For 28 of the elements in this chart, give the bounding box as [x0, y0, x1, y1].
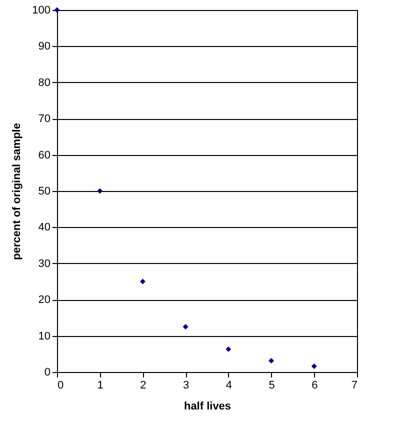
y-tick-label: 20 — [38, 294, 50, 306]
y-tick-label: 80 — [38, 76, 50, 89]
x-tick-label: 1 — [97, 380, 104, 392]
point — [226, 346, 232, 352]
y-tick-label: 60 — [38, 149, 50, 162]
point — [97, 188, 103, 194]
x-tick-label: 2 — [140, 380, 146, 392]
y-tick-label: 10 — [38, 330, 50, 342]
y-tick-label: 70 — [38, 113, 50, 126]
x-axis-title: half lives — [184, 400, 232, 412]
y-tick-label: 50 — [38, 186, 50, 198]
x-tick-label: 7 — [351, 380, 358, 392]
y-tick-label: 30 — [38, 258, 50, 270]
x-tick-label: 4 — [226, 380, 232, 392]
x-tick-label: 0 — [58, 380, 64, 392]
y-tick-label: 0 — [44, 366, 50, 378]
x-tick-label: 6 — [312, 380, 318, 392]
point — [268, 358, 274, 364]
point — [182, 324, 188, 330]
x-tick-label: 5 — [268, 380, 275, 392]
point — [140, 278, 146, 284]
point — [54, 7, 60, 13]
y-tick-label: 90 — [38, 40, 50, 53]
point — [311, 363, 317, 369]
y-tick-label: 100 — [32, 4, 50, 16]
y-axis-title: percent of original sample — [11, 123, 24, 260]
x-tick-label: 3 — [183, 380, 190, 392]
y-tick-label: 40 — [38, 222, 50, 234]
